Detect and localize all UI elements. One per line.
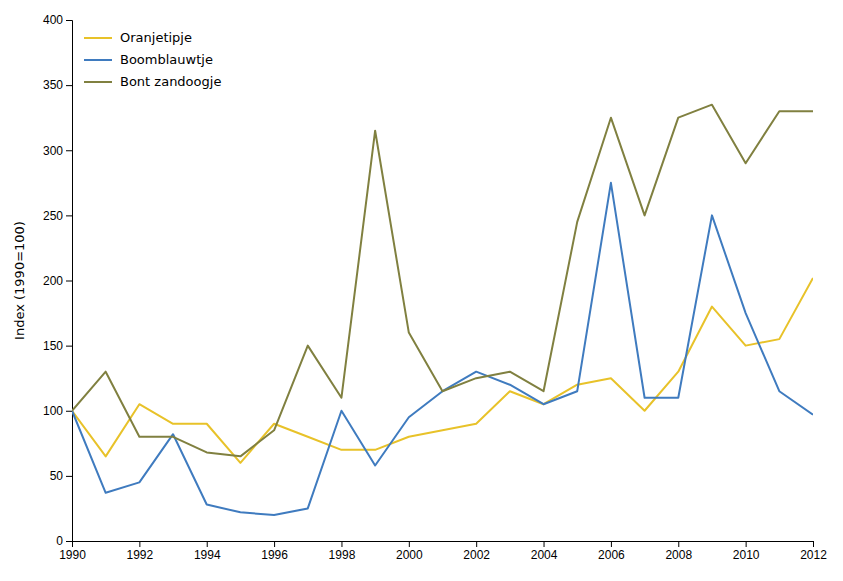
legend: Oranjetipje Boomblauwtje Bont zandoogje — [84, 30, 221, 89]
series-line — [72, 278, 813, 463]
chart: 1990199219941996199820002002200420062008… — [0, 0, 843, 581]
axis-line — [66, 21, 73, 542]
tick-mark — [544, 541, 545, 547]
plot: 1990199219941996199820002002200420062008… — [43, 13, 827, 561]
tick-mark — [66, 85, 72, 86]
tick: 150 — [43, 339, 72, 353]
tick-mark — [66, 476, 72, 477]
tick-mark — [813, 541, 814, 547]
tick: 2002 — [463, 541, 490, 562]
tick-label: 350 — [43, 78, 63, 92]
tick: 50 — [50, 469, 72, 483]
legend-swatch — [84, 59, 112, 61]
tick-label: 50 — [50, 469, 64, 483]
tick: 1998 — [329, 541, 356, 562]
tick: 2010 — [733, 541, 760, 562]
tick: 250 — [43, 209, 72, 223]
tick: 400 — [43, 13, 72, 27]
tick-label: 0 — [56, 534, 63, 548]
tick: 1990 — [59, 541, 86, 562]
tick: 2008 — [665, 541, 692, 562]
legend-item: Boomblauwtje — [84, 52, 213, 67]
lines — [72, 105, 813, 515]
tick: 2006 — [598, 541, 625, 562]
tick: 200 — [43, 274, 72, 288]
tick-mark — [66, 281, 72, 282]
tick-label: 200 — [43, 274, 63, 288]
tick-label: 2008 — [665, 548, 692, 562]
series-line — [72, 183, 813, 515]
tick-label: 150 — [43, 339, 63, 353]
tick-label: 1992 — [127, 548, 154, 562]
tick: 300 — [43, 144, 72, 158]
tick-mark — [66, 411, 72, 412]
tick: 2012 — [800, 541, 827, 562]
tick: 1996 — [261, 541, 288, 562]
tick-mark — [66, 215, 72, 216]
legend-label: Oranjetipje — [120, 30, 192, 45]
tick-mark — [207, 541, 208, 547]
tick-mark — [274, 541, 275, 547]
tick: 1992 — [127, 541, 154, 562]
x-axis: 1990 1992 1994 1996 1998 2000 2002 2004 2006 2008… — [59, 541, 827, 562]
tick-label: 2006 — [598, 548, 625, 562]
legend-label: Bont zandoogje — [120, 74, 221, 89]
legend-label: Boomblauwtje — [120, 52, 213, 67]
tick-mark — [66, 346, 72, 347]
legend-swatch — [84, 81, 112, 83]
tick: 100 — [43, 404, 72, 418]
tick: 350 — [43, 78, 72, 92]
tick-label: 2010 — [733, 548, 760, 562]
tick-mark — [66, 150, 72, 151]
tick-label: 2012 — [800, 548, 827, 562]
tick-mark — [611, 541, 612, 547]
tick-label: 1990 — [59, 548, 86, 562]
tick: 1994 — [194, 541, 221, 562]
tick-mark — [476, 541, 477, 547]
tick-label: 250 — [43, 209, 63, 223]
tick-mark — [746, 541, 747, 547]
y-axis-label: Index (1990=100) — [12, 221, 27, 340]
tick: 2000 — [396, 541, 423, 562]
tick-label: 1998 — [329, 548, 356, 562]
tick-label: 2002 — [463, 548, 490, 562]
tick-mark — [66, 20, 72, 21]
tick-mark — [66, 541, 72, 542]
tick: 0 — [56, 534, 72, 548]
tick-label: 100 — [43, 404, 63, 418]
axis-line — [73, 542, 814, 548]
legend-swatch — [84, 37, 112, 39]
tick-label: 1996 — [261, 548, 288, 562]
tick-label: 2000 — [396, 548, 423, 562]
tick-label: 400 — [43, 13, 63, 27]
tick-mark — [139, 541, 140, 547]
legend-item: Oranjetipje — [84, 30, 192, 45]
tick-label: 2004 — [531, 548, 558, 562]
legend-item: Bont zandoogje — [84, 74, 221, 89]
series-line — [72, 105, 813, 457]
tick-mark — [409, 541, 410, 547]
tick-label: 1994 — [194, 548, 221, 562]
tick-mark — [678, 541, 679, 547]
tick: 2004 — [531, 541, 558, 562]
tick-label: 300 — [43, 144, 63, 158]
tick-mark — [341, 541, 342, 547]
y-axis: 0 50 100 150 200 250 300 350 400 — [43, 13, 73, 548]
